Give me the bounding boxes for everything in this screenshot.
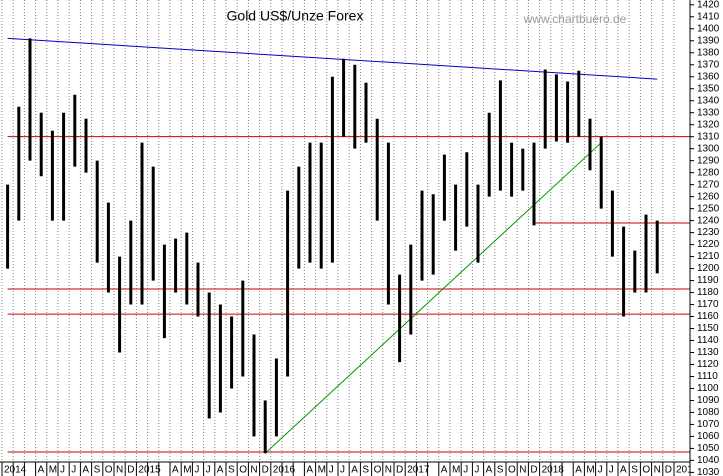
y-tick-label: 1140 xyxy=(697,335,719,346)
y-tick-label: 1050 xyxy=(697,443,720,454)
y-tick-label: 1390 xyxy=(697,35,720,46)
x-tick-label: A xyxy=(441,465,448,476)
y-tick-label: 1300 xyxy=(697,143,720,154)
x-tick-label: D xyxy=(530,465,537,476)
y-tick-label: 1070 xyxy=(697,419,720,430)
x-tick-label: O xyxy=(642,465,650,476)
x-tick-label: A xyxy=(217,465,224,476)
x-tick-label: J xyxy=(474,465,479,476)
x-tick-label: J xyxy=(340,465,345,476)
x-tick-label: N xyxy=(654,465,661,476)
x-tick-label: A xyxy=(486,465,493,476)
y-tick-label: 1290 xyxy=(697,155,720,166)
x-tick-label: S xyxy=(228,465,235,476)
x-tick-label: N xyxy=(116,465,123,476)
x-tick-label: J xyxy=(598,465,603,476)
y-tick-label: 1320 xyxy=(697,119,720,130)
y-tick-label: 1080 xyxy=(697,407,720,418)
x-tick-label: A xyxy=(82,465,89,476)
chart-title: Gold US$/Unze Forex xyxy=(227,8,364,24)
x-tick-label: J xyxy=(71,465,76,476)
y-tick-label: 1160 xyxy=(697,311,719,322)
x-tick-label: S xyxy=(362,465,369,476)
y-tick-label: 1260 xyxy=(697,191,720,202)
x-tick-label: A xyxy=(351,465,358,476)
x-tick-label: 2016 xyxy=(273,465,296,476)
y-tick-label: 1110 xyxy=(697,371,718,382)
y-tick-label: 1180 xyxy=(697,287,719,298)
x-tick-label: J xyxy=(463,465,468,476)
trend-line xyxy=(7,37,658,80)
x-tick-label: A xyxy=(172,465,179,476)
x-tick-label: M xyxy=(183,465,191,476)
y-tick-label: 1370 xyxy=(697,59,720,70)
y-tick-label: 1340 xyxy=(697,95,720,106)
x-tick-label: O xyxy=(374,465,382,476)
x-tick-label: A xyxy=(38,465,45,476)
x-tick-label: A xyxy=(575,465,582,476)
y-tick-label: 1420 xyxy=(697,0,720,10)
x-tick-label: 2015 xyxy=(138,465,161,476)
y-tick-label: 1380 xyxy=(697,47,720,58)
y-tick-label: 1210 xyxy=(697,251,720,262)
x-tick-label: 2014 xyxy=(4,465,27,476)
x-tick-label: S xyxy=(94,465,101,476)
x-tick-label: J xyxy=(609,465,614,476)
x-tick-label: 2018 xyxy=(542,465,565,476)
x-tick-label: D xyxy=(396,465,403,476)
plot: 2014 A M J J A S O N D 2015 A M J J A S O N D 2016 A M J J A S O N D 2… xyxy=(1,0,699,476)
x-tick-label: N xyxy=(250,465,257,476)
y-tick-label: 1100 xyxy=(697,383,719,394)
x-tick-label: D xyxy=(127,465,134,476)
x-tick-label: N xyxy=(385,465,392,476)
y-tick-label: 1270 xyxy=(697,179,720,190)
y-tick-label: 1150 xyxy=(697,323,719,334)
x-tick-label: A xyxy=(306,465,313,476)
y-tick-label: 1220 xyxy=(697,239,720,250)
x-tick-label: J xyxy=(206,465,211,476)
y-tick-label: 1240 xyxy=(697,215,720,226)
x-tick-label: D xyxy=(262,465,269,476)
x-tick-label: 2019 xyxy=(676,465,699,476)
y-tick-label: 1030 xyxy=(697,467,720,476)
x-tick-label: J xyxy=(329,465,334,476)
x-tick-label: M xyxy=(49,465,57,476)
x-tick-label: M xyxy=(318,465,326,476)
y-tick-label: 1310 xyxy=(697,131,720,142)
y-tick-label: 1130 xyxy=(697,347,719,358)
x-tick-label: N xyxy=(519,465,526,476)
x-tick-label: S xyxy=(631,465,638,476)
y-tick-label: 1230 xyxy=(697,227,720,238)
x-tick-label: J xyxy=(194,465,199,476)
y-tick-label: 1190 xyxy=(697,275,719,286)
y-tick-label: 1040 xyxy=(697,455,720,466)
y-tick-label: 1170 xyxy=(697,299,719,310)
y-tick-label: 1410 xyxy=(697,11,720,22)
y-tick-label: 1330 xyxy=(697,107,720,118)
y-tick-label: 1400 xyxy=(697,23,720,34)
y-tick-label: 1350 xyxy=(697,83,720,94)
x-tick-label: M xyxy=(452,465,460,476)
x-tick-label: 2017 xyxy=(407,465,430,476)
y-tick-label: 1360 xyxy=(697,71,720,82)
x-tick-label: O xyxy=(239,465,247,476)
x-tick-label: A xyxy=(620,465,627,476)
y-tick-label: 1120 xyxy=(697,359,719,370)
x-tick-label: S xyxy=(497,465,504,476)
x-tick-label: J xyxy=(60,465,65,476)
y-tick-label: 1250 xyxy=(697,203,720,214)
x-tick-label: M xyxy=(586,465,594,476)
x-tick-label: D xyxy=(665,465,672,476)
y-tick-label: 1060 xyxy=(697,431,720,442)
y-tick-label: 1090 xyxy=(697,395,720,406)
source: www.chartbuero.de xyxy=(523,12,627,26)
x-tick-label: O xyxy=(508,465,516,476)
x-tick-label: O xyxy=(105,465,113,476)
y-tick-label: 1200 xyxy=(697,263,720,274)
trend-line xyxy=(264,142,602,454)
y-tick-label: 1280 xyxy=(697,167,720,178)
